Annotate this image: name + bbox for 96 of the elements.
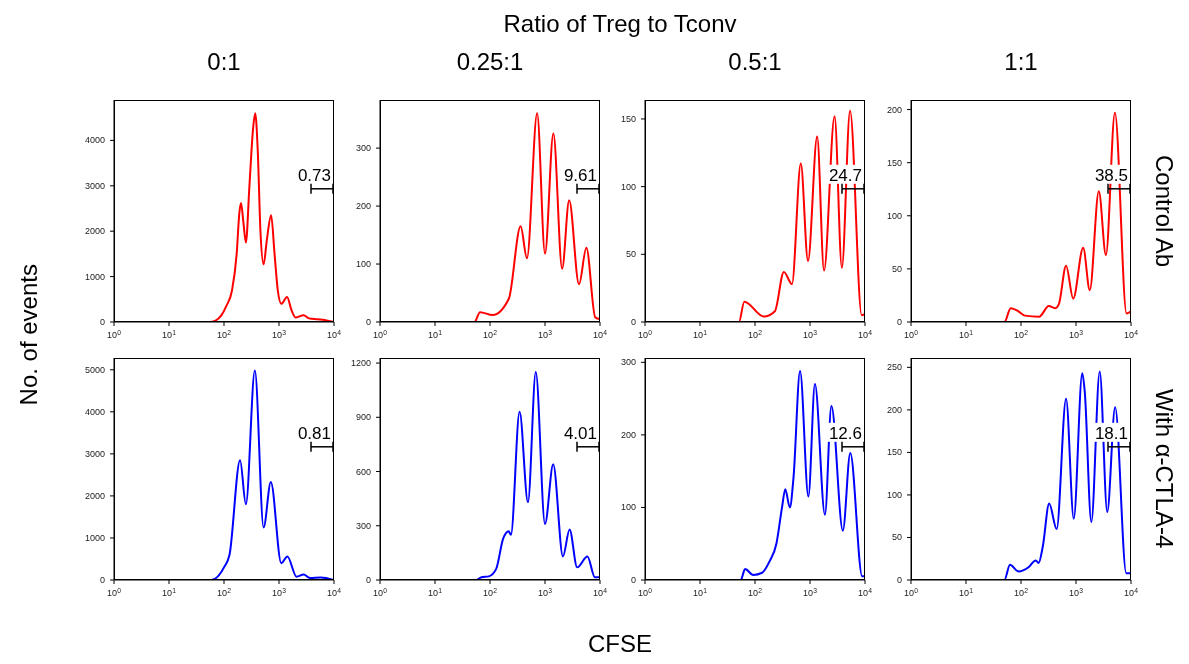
y-tick-label: 4000 [84, 406, 105, 417]
x-tick-label: 10$^{4}$ [1124, 328, 1139, 340]
y-tick-label: 600 [355, 466, 371, 477]
annotation: 24.7 [828, 165, 862, 185]
x-tick-label: 10$^{0}$ [107, 328, 122, 340]
chart-title: 1:1 [1003, 48, 1039, 76]
x-tick-label: 10$^{1}$ [959, 586, 974, 598]
x-tick-label: 10$^{4}$ [858, 328, 873, 340]
x-tick-label: 10$^{3}$ [538, 586, 553, 598]
y-tick-label: 5000 [84, 364, 105, 375]
y-tick-label: 900 [355, 412, 371, 423]
y-tick-label: 50 [891, 532, 902, 543]
x-tick-label: 10$^{1}$ [162, 586, 177, 598]
y-tick-label: 100 [620, 181, 636, 192]
y-tick-label: 300 [620, 357, 636, 368]
y-tick-label: 0 [896, 575, 902, 585]
annotation: 9.61 [563, 165, 597, 185]
x-tick-label: 10$^{1}$ [428, 586, 443, 598]
x-tick-label: 10$^{2}$ [483, 328, 498, 340]
x-tick-label: 10$^{0}$ [904, 328, 919, 340]
y-tick-label: 1200 [350, 358, 371, 369]
x-tick-label: 10$^{2}$ [1014, 586, 1029, 598]
y-tick-label: 100 [886, 210, 902, 221]
y-tick-label: 50 [891, 263, 902, 274]
chart-title: 0:1 [206, 48, 242, 76]
x-tick-label: 10$^{2}$ [1014, 328, 1029, 340]
x-tick-label: 10$^{0}$ [904, 586, 919, 598]
y-tick-label: 250 [886, 362, 902, 373]
x-tick-label: 10$^{1}$ [959, 328, 974, 340]
y-tick-label: 1000 [84, 271, 105, 282]
annotation: 0.81 [297, 423, 331, 443]
chart-title: 0.5:1 [727, 48, 783, 76]
x-tick-label: 10$^{3}$ [1069, 586, 1084, 598]
y-tick-label: 0 [630, 575, 636, 585]
y-tick-label: 0 [365, 317, 371, 327]
y-tick-label: 150 [886, 447, 902, 458]
x-tick-label: 10$^{3}$ [538, 328, 553, 340]
x-tick-label: 10$^{0}$ [373, 328, 388, 340]
x-tick-label: 10$^{3}$ [803, 586, 818, 598]
x-tick-label: 10$^{4}$ [593, 586, 608, 598]
y-tick-label: 200 [886, 104, 902, 115]
x-tick-label: 10$^{0}$ [638, 586, 653, 598]
annotation: 12.6 [828, 423, 862, 443]
y-tick-label: 100 [620, 502, 636, 513]
annotation: 38.5 [1094, 165, 1128, 185]
y2-axis-title: With α-CTLA-4 [1150, 389, 1178, 549]
y-tick-label: 100 [355, 259, 371, 270]
chart-title: 0.25:1 [455, 48, 525, 76]
y-tick-label: 300 [355, 520, 371, 531]
x-tick-label: 10$^{2}$ [748, 586, 763, 598]
y-tick-label: 150 [620, 113, 636, 124]
x-tick-label: 10$^{4}$ [327, 328, 342, 340]
x-tick-label: 10$^{3}$ [1069, 328, 1084, 340]
x-tick-label: 10$^{1}$ [693, 586, 708, 598]
annotation: 4.01 [563, 423, 597, 443]
y-tick-label: 0 [365, 575, 371, 585]
y2-axis-title: Control Ab [1150, 154, 1178, 268]
y-tick-label: 300 [355, 143, 371, 154]
x-tick-label: 10$^{3}$ [803, 328, 818, 340]
y-tick-label: 2000 [84, 490, 105, 501]
x-tick-label: 10$^{4}$ [858, 586, 873, 598]
text: No. of events [15, 264, 43, 406]
x-tick-label: 10$^{2}$ [748, 328, 763, 340]
y-tick-label: 3000 [84, 180, 105, 191]
x-tick-label: 10$^{2}$ [483, 586, 498, 598]
y-tick-label: 50 [625, 249, 636, 260]
y-tick-label: 200 [355, 201, 371, 212]
x-tick-label: 10$^{2}$ [217, 328, 232, 340]
x-tick-label: 10$^{1}$ [693, 328, 708, 340]
y-tick-label: 0 [630, 317, 636, 327]
annotation: 0.73 [297, 165, 331, 185]
x-tick-label: 10$^{0}$ [107, 586, 122, 598]
x-tick-label: 10$^{3}$ [272, 586, 287, 598]
x-tick-label: 10$^{0}$ [373, 586, 388, 598]
y-tick-label: 200 [886, 404, 902, 415]
x-tick-label: 10$^{1}$ [162, 328, 177, 340]
y-tick-label: 0 [99, 317, 105, 327]
y-tick-label: 150 [886, 157, 902, 168]
annotation: 18.1 [1094, 423, 1128, 443]
x-tick-label: 10$^{2}$ [217, 586, 232, 598]
x-tick-label: 10$^{3}$ [272, 328, 287, 340]
y-tick-label: 1000 [84, 532, 105, 543]
x-tick-label: 10$^{4}$ [1124, 586, 1139, 598]
text: Ratio of Treg to Tconv [502, 10, 738, 38]
y-tick-label: 100 [886, 489, 902, 500]
y-tick-label: 3000 [84, 448, 105, 459]
x-tick-label: 10$^{4}$ [593, 328, 608, 340]
y-tick-label: 0 [896, 317, 902, 327]
x-tick-label: 10$^{4}$ [327, 586, 342, 598]
x-tick-label: 10$^{0}$ [638, 328, 653, 340]
y-tick-label: 0 [99, 575, 105, 585]
y-tick-label: 4000 [84, 135, 105, 146]
x-tick-label: 10$^{1}$ [428, 328, 443, 340]
y-tick-label: 2000 [84, 226, 105, 237]
y-tick-label: 200 [620, 429, 636, 440]
text: CFSE [587, 630, 653, 658]
